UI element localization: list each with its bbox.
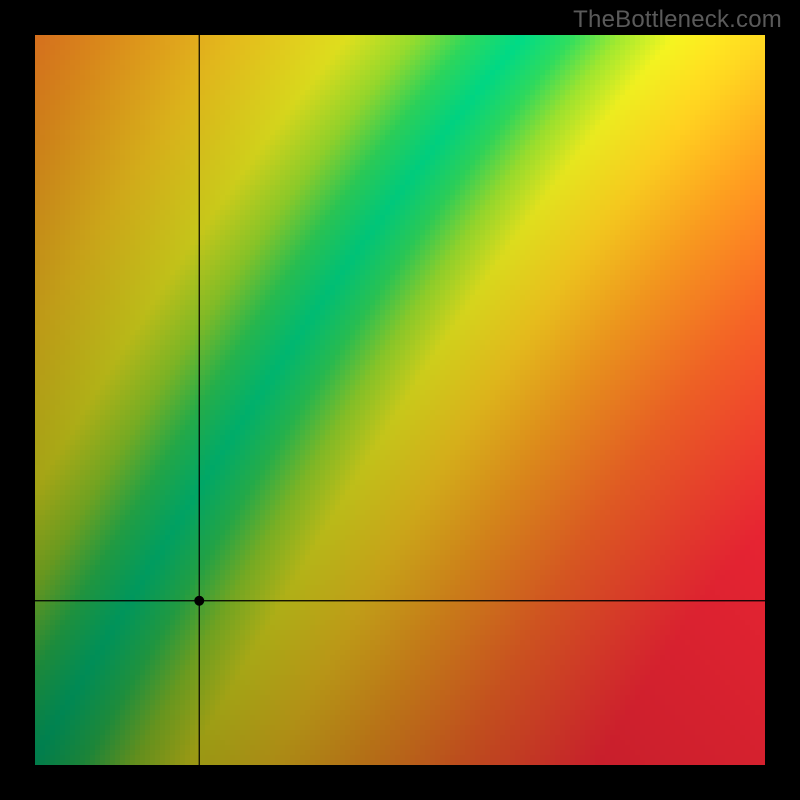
- chart-container: TheBottleneck.com: [0, 0, 800, 800]
- bottleneck-heatmap: [35, 35, 765, 765]
- watermark-label: TheBottleneck.com: [573, 6, 782, 34]
